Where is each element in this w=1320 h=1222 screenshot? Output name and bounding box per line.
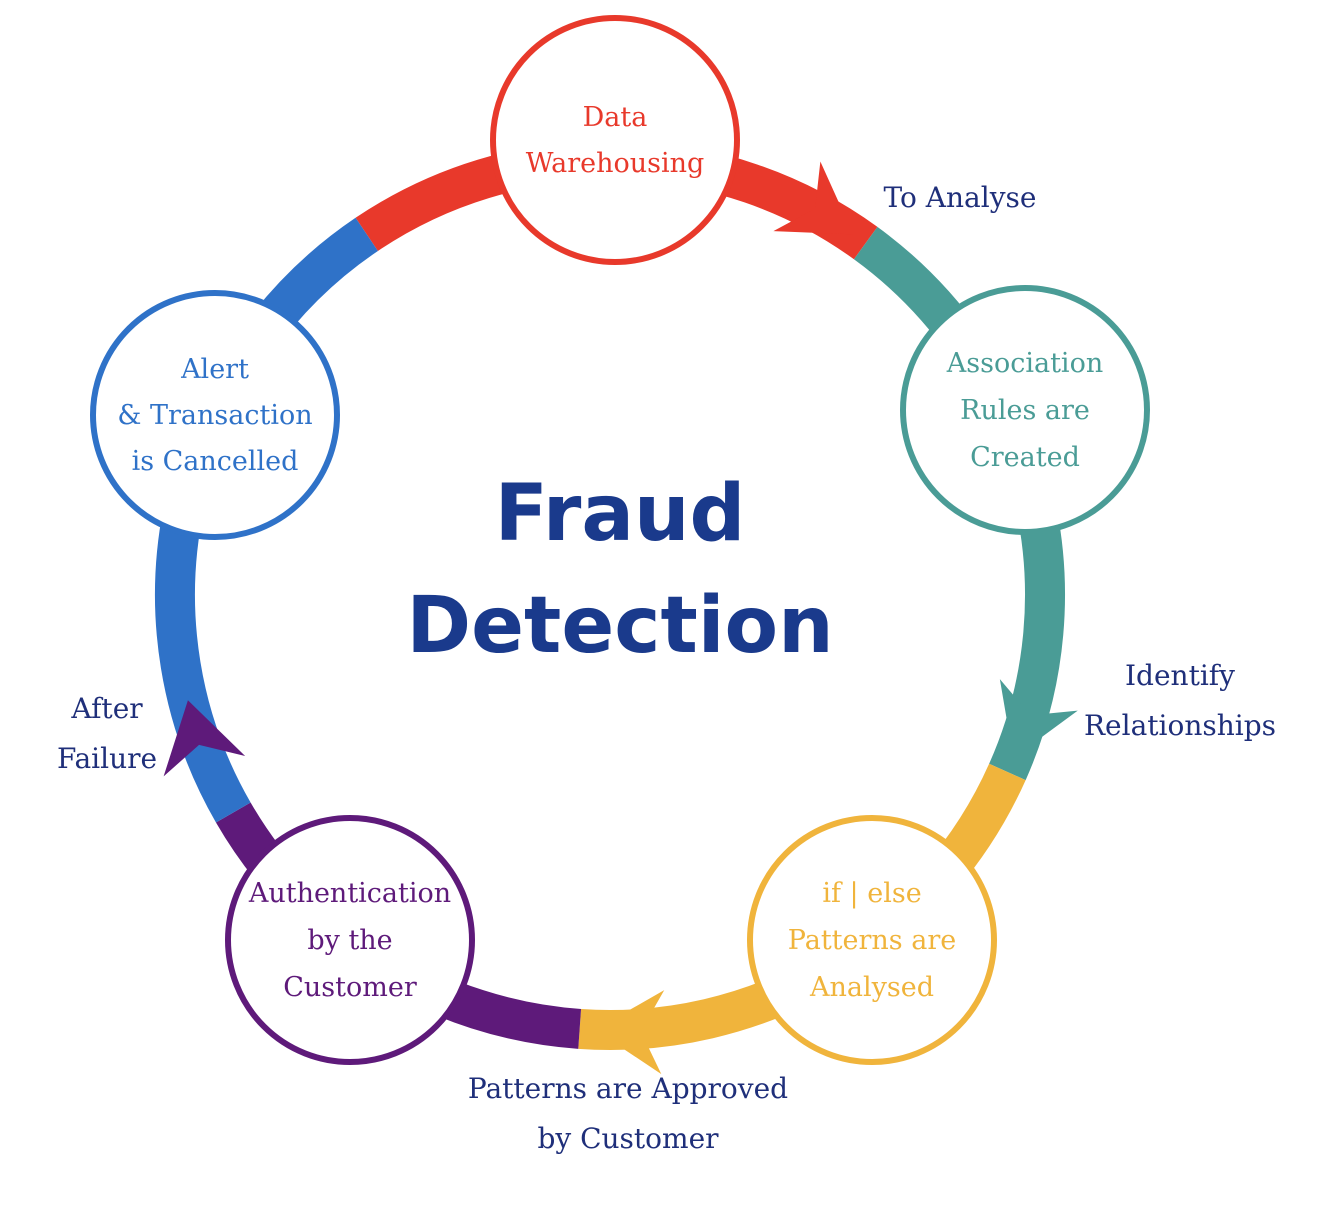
title-line-2: Detection bbox=[406, 581, 833, 671]
node-label-patterns-analysed-line-3: Analysed bbox=[809, 972, 934, 1003]
node-label-authentication-line-2: by the bbox=[307, 925, 392, 956]
edge-labels: To Analyse Identify Relationships Patterns … bbox=[57, 181, 1276, 1155]
cycle-nodes: Data Warehousing Association Rules are Creat… bbox=[90, 15, 1150, 1065]
node-label-association-rules-line-3: Created bbox=[970, 442, 1080, 473]
title-line-1: Fraud bbox=[495, 469, 746, 559]
node-label-alert-cancelled-line-3: is Cancelled bbox=[132, 446, 299, 477]
edge-label-patterns-approved-line-1: Patterns are Approved bbox=[468, 1072, 788, 1105]
arrowhead-from-authentication bbox=[163, 700, 246, 777]
edge-label-after-failure: After Failure bbox=[57, 692, 157, 775]
diagram-title: Fraud Detection bbox=[406, 469, 833, 671]
node-patterns-analysed: if | else Patterns are Analysed bbox=[747, 815, 997, 1065]
edge-label-to-analyse-line-1: To Analyse bbox=[884, 181, 1037, 214]
node-authentication: Authentication by the Customer bbox=[225, 815, 475, 1065]
node-alert-cancelled: Alert & Transaction is Cancelled bbox=[90, 290, 340, 540]
edge-label-patterns-approved: Patterns are Approved by Customer bbox=[468, 1072, 788, 1155]
node-circle-association-rules bbox=[900, 285, 1150, 535]
node-circle-patterns-analysed bbox=[747, 815, 997, 1065]
node-circle-data-warehousing bbox=[490, 15, 740, 265]
edge-label-identify-relationships-line-2: Relationships bbox=[1084, 709, 1276, 742]
node-label-alert-cancelled-line-1: Alert bbox=[180, 354, 249, 385]
node-circle-alert-cancelled bbox=[90, 290, 340, 540]
arrowhead-from-association-rules bbox=[999, 679, 1078, 758]
node-label-authentication-line-3: Customer bbox=[283, 972, 417, 1003]
node-label-data-warehousing-line-2: Warehousing bbox=[526, 148, 705, 179]
node-label-association-rules-line-1: Association bbox=[946, 348, 1103, 379]
edge-label-after-failure-line-1: After bbox=[70, 692, 143, 725]
node-label-authentication-line-1: Authentication bbox=[248, 878, 451, 909]
node-label-patterns-analysed-line-2: Patterns are bbox=[788, 925, 956, 956]
node-label-alert-cancelled-line-2: & Transaction bbox=[117, 400, 312, 431]
node-association-rules: Association Rules are Created bbox=[900, 285, 1150, 535]
node-label-association-rules-line-2: Rules are bbox=[960, 395, 1090, 426]
node-circle-authentication bbox=[225, 815, 475, 1065]
node-label-data-warehousing-line-1: Data bbox=[583, 102, 648, 133]
edge-label-identify-relationships: Identify Relationships bbox=[1084, 659, 1276, 742]
arrowhead-from-patterns-analysed bbox=[594, 990, 665, 1075]
edge-label-after-failure-line-2: Failure bbox=[57, 742, 157, 775]
node-data-warehousing: Data Warehousing bbox=[490, 15, 740, 265]
edge-label-identify-relationships-line-1: Identify bbox=[1125, 659, 1235, 692]
edge-label-to-analyse: To Analyse bbox=[884, 181, 1037, 214]
arrowhead-from-data-warehousing bbox=[773, 161, 854, 235]
cycle-arrowheads bbox=[163, 161, 1078, 1075]
node-label-patterns-analysed-line-1: if | else bbox=[822, 878, 921, 909]
edge-label-patterns-approved-line-2: by Customer bbox=[537, 1122, 719, 1155]
